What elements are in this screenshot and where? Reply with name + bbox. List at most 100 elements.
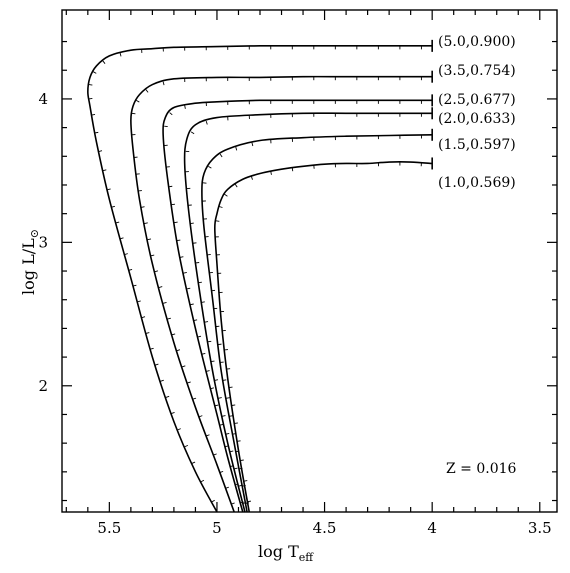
track-time-marker [225,433,230,435]
track-time-marker [124,253,128,255]
track-time-marker [167,317,171,320]
track-label: (2.0,0.633) [438,111,516,127]
track-time-marker [243,480,248,482]
track-time-marker [226,397,230,399]
y-tick-label: 2 [38,377,48,395]
track-time-marker [94,131,99,134]
track-time-marker [145,89,149,93]
track-time-marker [219,153,223,158]
x-tick-label: 5.5 [97,519,121,537]
track-time-marker [190,303,194,306]
track-time-marker [150,254,155,257]
track-time-marker [218,397,222,399]
y-axis-label: log L/L⊙ [19,229,41,295]
track-time-marker [221,415,226,417]
track-label: (1.5,0.597) [438,137,516,153]
track-time-marker [165,395,170,398]
track-time-marker [228,386,233,389]
track-time-marker [154,363,159,366]
track-time-marker [198,415,203,418]
track-label: (1.0,0.569) [438,175,516,191]
track-time-marker [224,193,228,197]
track-time-marker [235,146,238,151]
track-time-marker [154,270,159,273]
track-time-marker [251,142,254,147]
track-time-marker [158,286,163,288]
track-time-marker [229,415,233,417]
track-time-marker [234,184,238,188]
track-time-marker [200,479,205,483]
track-time-marker [150,347,154,350]
track-time-marker [163,301,167,304]
track-time-marker [186,287,191,290]
track-time-marker [128,268,133,271]
track-time-marker [107,188,111,191]
track-time-marker [211,499,215,503]
track-time-marker [141,206,145,208]
track-labels: (5.0,0.900) (3.5,0.754) (2.5,0.677) (2.0,0.… [438,34,516,191]
track-time-marker [247,500,251,503]
track-label: (5.0,0.900) [438,34,516,50]
track-time-marker [171,412,175,414]
track-line [213,161,433,513]
x-tick-label: 4.5 [313,519,337,537]
track-time-marker [171,333,176,336]
x-tick-label: 5 [212,519,222,537]
track-line [87,45,433,513]
track-time-marker [219,423,224,426]
track-time-marker [204,321,209,323]
track-time-marker [270,171,272,175]
track-time-marker [208,165,212,169]
y-axis-label-symbol: ⊙ [28,229,41,238]
track-time-marker [201,301,205,303]
track-time-marker [102,60,106,64]
track-time-marker [115,221,120,224]
track-time-marker [111,205,115,208]
y-tick-label: 3 [38,233,48,251]
track-time-marker [191,461,196,464]
track-time-marker [132,284,137,287]
evolutionary-tracks [87,39,433,513]
track-time-marker [240,459,244,462]
track-line [162,99,433,513]
track-time-marker [91,113,96,116]
track-time-marker [145,332,150,334]
track-time-marker [181,365,186,368]
x-tick-label: 3.5 [528,519,552,537]
track-time-marker [237,440,241,442]
track-time-marker [176,349,181,352]
track-time-marker [231,404,236,406]
track-time-marker [88,97,93,100]
track-time-marker [102,169,107,172]
y-tick-label: 4 [38,90,48,108]
track-label: (2.5,0.677) [438,92,516,108]
track-time-marker [214,379,219,381]
track-line [130,75,433,513]
track-time-marker [187,381,191,384]
track-time-marker [193,319,198,321]
track-time-marker [184,444,189,448]
track-time-marker [192,397,197,400]
x-axis-label-main: log T [258,542,299,561]
track-time-marker [88,84,93,86]
x-axis-label-sub: eff [299,551,315,564]
track-label: (3.5,0.754) [438,63,516,79]
track-time-marker [229,450,234,453]
track-time-marker [210,360,215,363]
track-time-marker [183,272,187,274]
y-axis-label-main: log L/L [19,238,38,295]
track-time-marker [98,150,103,152]
track-time-marker [92,71,97,74]
track-time-marker [136,99,140,103]
track-time-marker [171,203,176,206]
track-time-marker [184,105,186,109]
track-time-marker [213,453,217,456]
x-tick-label: 4 [427,519,437,537]
track-time-marker [225,486,230,489]
track-time-marker [231,502,235,505]
track-time-marker [250,176,253,180]
track-time-marker [206,434,210,437]
track-time-marker [215,220,220,222]
track-time-marker [210,387,215,390]
